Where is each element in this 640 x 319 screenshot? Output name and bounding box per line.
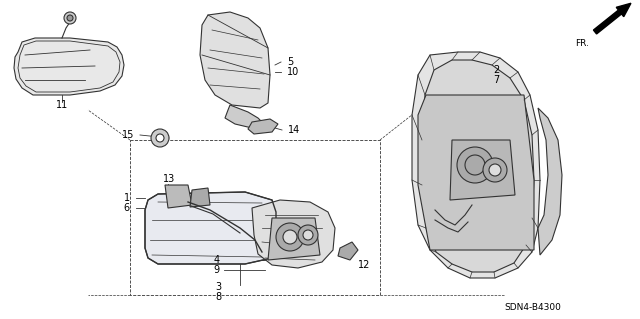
Polygon shape xyxy=(418,95,534,250)
Polygon shape xyxy=(252,200,335,268)
Polygon shape xyxy=(450,140,515,200)
Circle shape xyxy=(465,155,485,175)
Text: 6: 6 xyxy=(124,203,130,213)
Polygon shape xyxy=(225,105,262,128)
Polygon shape xyxy=(165,185,192,208)
Text: 1: 1 xyxy=(124,193,130,203)
Text: 3: 3 xyxy=(215,282,221,292)
Polygon shape xyxy=(200,12,270,108)
Circle shape xyxy=(64,12,76,24)
Text: FR.: FR. xyxy=(575,39,589,48)
Text: 7: 7 xyxy=(493,75,499,85)
Polygon shape xyxy=(338,242,358,260)
Circle shape xyxy=(67,15,73,21)
Polygon shape xyxy=(14,38,124,95)
Text: 4: 4 xyxy=(214,255,220,265)
FancyArrow shape xyxy=(593,3,631,34)
Polygon shape xyxy=(412,52,540,278)
Polygon shape xyxy=(538,108,562,255)
Circle shape xyxy=(156,134,164,142)
Circle shape xyxy=(303,230,313,240)
Text: SDN4-B4300: SDN4-B4300 xyxy=(504,303,561,313)
Text: 14: 14 xyxy=(288,125,300,135)
Circle shape xyxy=(457,147,493,183)
Circle shape xyxy=(483,158,507,182)
Text: 2: 2 xyxy=(493,65,499,75)
Circle shape xyxy=(489,164,501,176)
Text: 10: 10 xyxy=(287,67,300,77)
Polygon shape xyxy=(268,218,320,260)
Polygon shape xyxy=(422,60,534,272)
Polygon shape xyxy=(248,119,278,134)
Circle shape xyxy=(298,225,318,245)
Text: 11: 11 xyxy=(56,100,68,110)
Text: 15: 15 xyxy=(122,130,134,140)
Text: 12: 12 xyxy=(358,260,371,270)
Text: 8: 8 xyxy=(215,292,221,302)
Polygon shape xyxy=(145,192,276,264)
Circle shape xyxy=(283,230,297,244)
Circle shape xyxy=(151,129,169,147)
Text: 13: 13 xyxy=(163,174,175,184)
Text: 9: 9 xyxy=(214,265,220,275)
Text: 5: 5 xyxy=(287,57,293,67)
Polygon shape xyxy=(190,188,210,207)
Circle shape xyxy=(276,223,304,251)
